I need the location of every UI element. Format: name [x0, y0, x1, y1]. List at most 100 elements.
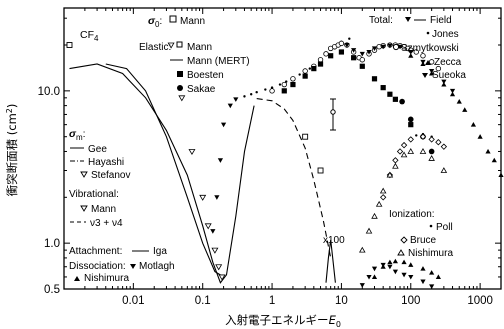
data-point	[365, 227, 373, 234]
gas-label: CF4	[80, 29, 99, 43]
data-point	[366, 49, 372, 55]
svg-text:Poll: Poll	[436, 222, 453, 233]
data-point	[408, 53, 414, 58]
y-tick-label: 0.5	[44, 284, 60, 296]
data-point	[415, 134, 418, 137]
data-point	[359, 283, 365, 288]
data-point	[211, 247, 219, 254]
data-point	[217, 158, 224, 163]
data-point	[429, 284, 435, 290]
series-nishimura-ionization	[359, 148, 448, 253]
data-point	[371, 266, 378, 272]
data-point	[308, 67, 311, 70]
data-point	[392, 96, 398, 102]
data-point	[359, 63, 365, 69]
svg-text:Total:: Total:	[369, 15, 393, 26]
data-point	[302, 73, 308, 79]
data-point	[408, 122, 414, 128]
data-point	[380, 264, 386, 269]
data-point	[387, 264, 393, 270]
series-line	[256, 98, 332, 259]
data-point	[351, 55, 357, 61]
data-point	[311, 66, 317, 72]
data-point	[380, 44, 386, 50]
data-point	[440, 143, 448, 150]
series-stefanov	[167, 42, 226, 281]
data-point	[420, 59, 426, 65]
data-point	[218, 274, 226, 281]
svg-text:Mann (MERT): Mann (MERT)	[187, 56, 250, 67]
data-point	[429, 270, 435, 275]
series-sueoka	[344, 43, 456, 94]
svg-text:σ0:: σ0:	[148, 15, 162, 29]
data-point	[491, 157, 497, 163]
data-point	[419, 133, 427, 140]
data-point	[269, 88, 275, 94]
svg-text:Dissociation:: Dissociation:	[69, 261, 126, 272]
data-point	[419, 148, 427, 154]
data-point	[359, 51, 365, 57]
series-line	[69, 63, 255, 284]
x-tick-label: 1000	[467, 295, 493, 307]
series-layer	[66, 37, 504, 290]
data-point	[317, 167, 324, 174]
data-point	[408, 274, 414, 280]
svg-text:Iga: Iga	[153, 246, 167, 257]
data-point	[408, 262, 414, 267]
data-point	[210, 229, 216, 234]
data-point	[359, 57, 365, 63]
data-point	[428, 136, 435, 143]
series-gee	[105, 63, 224, 278]
data-point	[178, 95, 186, 102]
data-point	[392, 162, 399, 169]
error-bar	[330, 98, 336, 131]
data-point	[371, 76, 378, 82]
data-point	[204, 223, 212, 230]
svg-text:Boesten: Boesten	[187, 70, 224, 81]
legend-sigma0: σ0: Mann	[148, 15, 205, 29]
svg-text:Nishimura: Nishimura	[408, 248, 453, 259]
series-iga	[325, 239, 336, 283]
data-point	[441, 81, 447, 87]
data-point	[470, 122, 477, 127]
data-point	[359, 246, 366, 253]
data-point	[477, 134, 483, 139]
data-point	[214, 195, 220, 200]
data-point	[298, 73, 301, 76]
legend-ionization: Ionization: Poll Bruce Nishimura	[389, 209, 453, 259]
svg-text:Mann: Mann	[187, 42, 212, 53]
data-point	[264, 88, 267, 91]
data-point	[380, 85, 386, 91]
data-point	[386, 171, 394, 178]
series-hayashi	[69, 63, 255, 284]
data-point	[440, 167, 448, 173]
x-axis-label: 入射電子エネルギーE0	[225, 313, 341, 329]
legend-total: Total: Field Jones Szmytkowski Zecca Sue…	[369, 15, 466, 81]
data-point	[290, 76, 296, 82]
data-point	[215, 264, 223, 271]
data-point	[420, 279, 426, 285]
x-tick-label: 0.1	[195, 295, 211, 307]
data-point	[348, 37, 351, 40]
data-point	[392, 258, 398, 264]
legend-attachment: Attachment: Iga	[69, 246, 167, 257]
data-point	[435, 274, 441, 279]
data-point	[413, 49, 419, 55]
data-point	[366, 274, 372, 280]
data-point	[498, 172, 504, 178]
data-point	[227, 103, 233, 109]
svg-text:Nishimura: Nishimura	[84, 273, 129, 284]
data-point	[281, 81, 287, 88]
data-point	[485, 148, 491, 154]
legend-elastic: Elastic: Mann Mann (MERT) Boesten Sakae	[139, 41, 250, 95]
svg-text:Attachment:: Attachment:	[69, 246, 122, 257]
svg-text:σm:: σm:	[69, 128, 86, 142]
data-point	[66, 42, 73, 48]
data-point	[255, 90, 258, 94]
data-point	[408, 49, 414, 55]
series-nishimura-dissociation	[371, 258, 441, 279]
data-point	[435, 139, 442, 146]
svg-text:Elastic:: Elastic:	[139, 42, 171, 53]
annotation-x100: x100	[323, 235, 345, 246]
